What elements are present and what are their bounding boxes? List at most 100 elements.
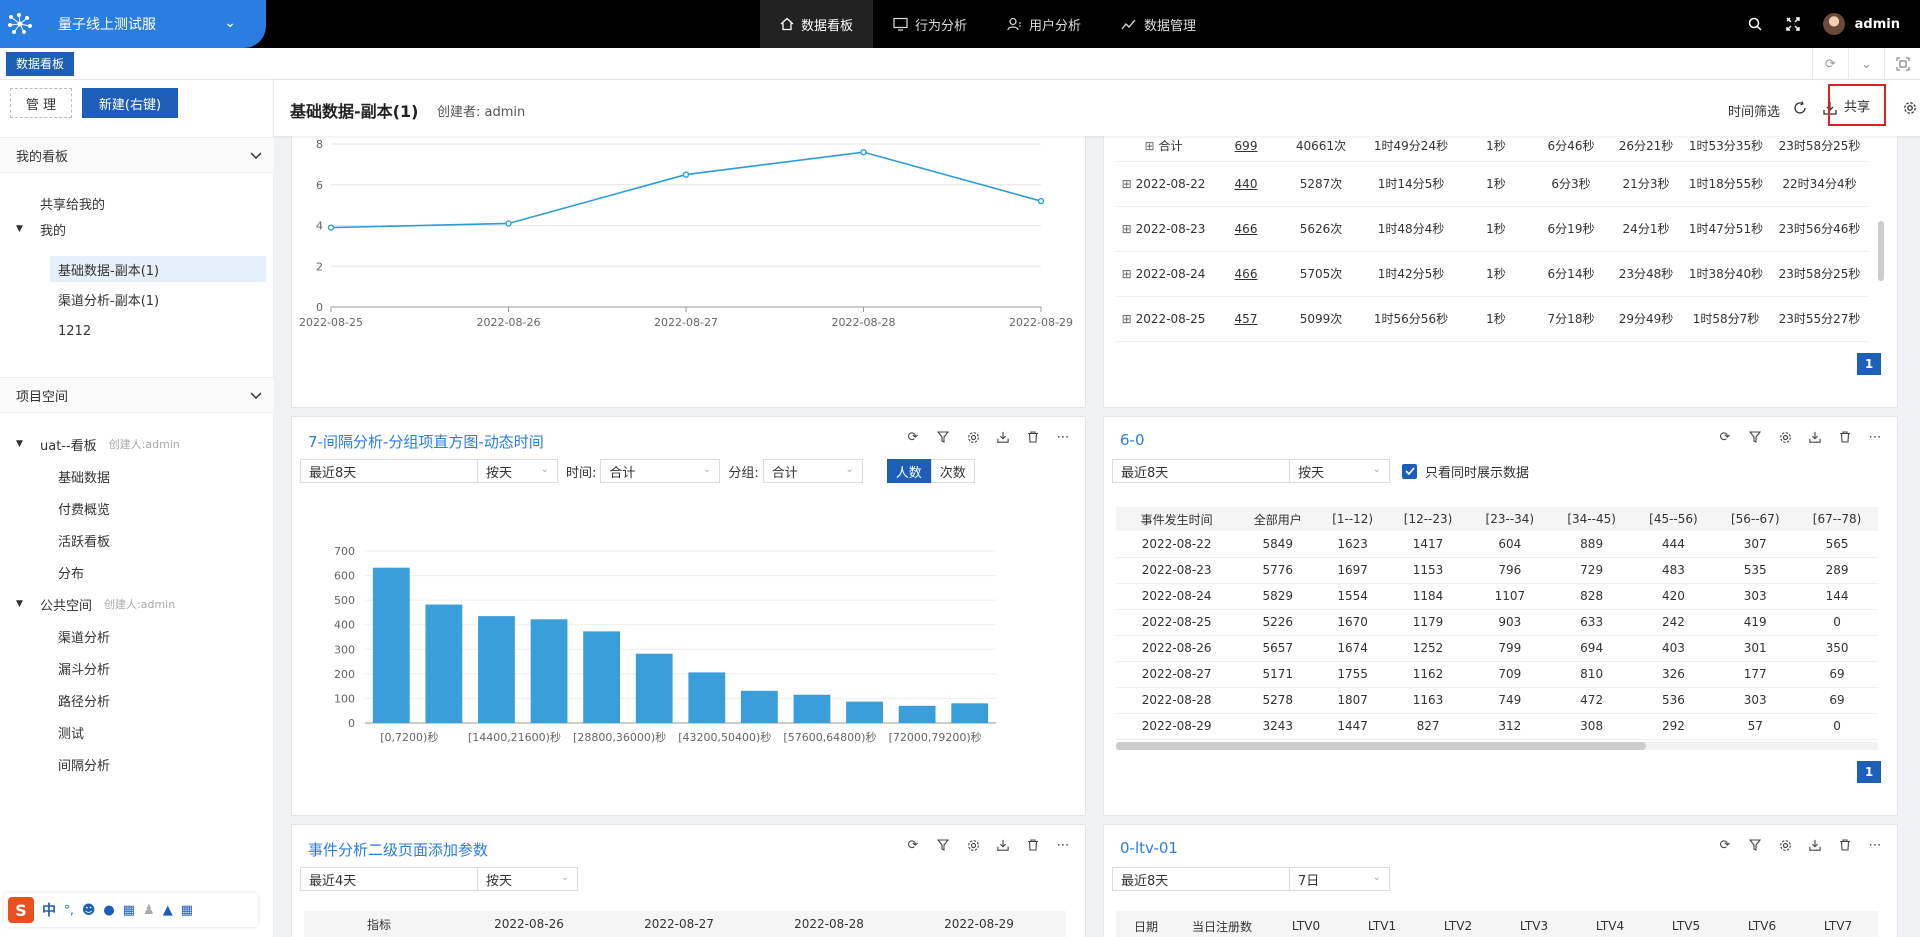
date-range-input[interactable]: 最近8天: [1112, 459, 1290, 483]
share-button[interactable]: 共享: [1828, 84, 1886, 126]
column-header[interactable]: [23--34): [1469, 507, 1551, 531]
expand-row-icon[interactable]: ⊞: [1122, 267, 1132, 281]
refresh-tab-button[interactable]: ⟳: [1812, 48, 1848, 80]
keyboard-icon[interactable]: ▦: [123, 903, 135, 918]
column-header[interactable]: LTV6: [1724, 919, 1800, 933]
tree-board-item[interactable]: 漏斗分析: [58, 655, 110, 681]
table-row[interactable]: 2022-08-24 5829 1554 1184 1107 828 420 303 144: [1116, 583, 1878, 609]
refresh-icon[interactable]: [1792, 100, 1808, 116]
gear-icon[interactable]: [1777, 837, 1793, 853]
pagination-page[interactable]: 1: [1857, 353, 1881, 375]
delete-icon[interactable]: [1837, 837, 1853, 853]
delete-icon[interactable]: [1025, 837, 1041, 853]
microphone-icon[interactable]: ●: [103, 903, 114, 918]
tree-board-item[interactable]: 渠道分析: [58, 623, 110, 649]
filter-icon[interactable]: [935, 837, 951, 853]
table-row[interactable]: 2022-08-29 3243 1447 827 312 308 292 57 0: [1116, 713, 1878, 739]
column-header[interactable]: LTV4: [1572, 919, 1648, 933]
column-header[interactable]: [1--12): [1318, 507, 1387, 531]
time-filter-button[interactable]: 时间筛选: [1728, 101, 1780, 120]
refresh-icon[interactable]: ⟳: [905, 837, 921, 853]
nav-users[interactable]: 用户分析: [987, 0, 1101, 48]
tree-board-item[interactable]: 基础数据: [58, 463, 110, 489]
card-title[interactable]: 事件分析二级页面添加参数: [308, 839, 488, 860]
table-row[interactable]: 2022-08-26 5657 1674 1252 799 694 403 301 350: [1116, 635, 1878, 661]
tree-board-item[interactable]: 分布: [58, 559, 84, 585]
tab-dashboard[interactable]: 数据看板: [6, 52, 74, 76]
punctuation-icon[interactable]: °,: [64, 903, 74, 917]
column-header[interactable]: LTV0: [1268, 919, 1344, 933]
date-range-input[interactable]: 最近4天: [300, 867, 478, 891]
column-header[interactable]: 2022-08-26: [454, 917, 604, 931]
user-icon[interactable]: ♟: [143, 903, 155, 918]
table-cell[interactable]: 440: [1211, 161, 1281, 206]
table-cell[interactable]: 457: [1211, 296, 1281, 341]
table-row[interactable]: 2022-08-28 5278 1807 1163 749 472 536 303 69: [1116, 687, 1878, 713]
granularity-select[interactable]: 按天 ⌄: [478, 867, 578, 891]
project-switcher[interactable]: 量子线上测试服 ⌄: [0, 0, 266, 48]
column-header[interactable]: 全部用户: [1237, 507, 1318, 531]
table-row[interactable]: ⊞ 2022-08-23 466 5626次 1时48分4秒 1秒 6分19秒 24分1秒 1时…: [1116, 206, 1868, 251]
search-icon[interactable]: [1747, 16, 1763, 32]
column-header[interactable]: [45--56): [1633, 507, 1715, 531]
project-space-header[interactable]: 项目空间: [0, 377, 274, 413]
horizontal-scrollbar[interactable]: [1116, 742, 1878, 750]
ime-mode[interactable]: 中: [42, 900, 56, 920]
refresh-icon[interactable]: ⟳: [1717, 429, 1733, 445]
tree-board-item[interactable]: 1212: [58, 318, 91, 344]
table-row[interactable]: ⊞ 2022-08-25 457 5099次 1时56分56秒 1秒 7分18秒 29分49秒…: [1116, 296, 1868, 341]
expand-row-icon[interactable]: ⊞: [1122, 222, 1132, 236]
tree-mine[interactable]: ▼ 我的: [16, 216, 266, 242]
fullscreen-icon[interactable]: [1785, 16, 1801, 32]
user-name[interactable]: admin: [1855, 17, 1900, 32]
gear-icon[interactable]: [1902, 100, 1918, 116]
table-row[interactable]: 2022-08-22 5849 1623 1417 604 889 444 307 565: [1116, 531, 1878, 557]
column-header[interactable]: 指标: [304, 916, 454, 933]
gear-icon[interactable]: [1777, 429, 1793, 445]
table-cell[interactable]: 466: [1211, 251, 1281, 296]
delete-icon[interactable]: [1837, 429, 1853, 445]
column-header[interactable]: 事件发生时间: [1116, 507, 1237, 531]
skin-icon[interactable]: ▲: [163, 903, 173, 918]
tree-board-item[interactable]: 间隔分析: [58, 751, 110, 777]
more-icon[interactable]: ⋯: [1055, 837, 1071, 853]
table-scrollbar[interactable]: [1878, 221, 1884, 281]
tree-shared-to-me[interactable]: 共享给我的: [40, 190, 105, 216]
emoji-icon[interactable]: ☻: [82, 903, 96, 918]
gear-icon[interactable]: [965, 837, 981, 853]
column-header[interactable]: LTV2: [1420, 919, 1496, 933]
table-row[interactable]: 2022-08-25 5226 1670 1179 903 633 242 419 0: [1116, 609, 1878, 635]
manage-button[interactable]: 管 理: [10, 88, 72, 118]
scrollbar-thumb[interactable]: [1116, 742, 1646, 750]
column-header[interactable]: [56--67): [1714, 507, 1796, 531]
table-row[interactable]: 2022-08-23 5776 1697 1153 796 729 483 535 289: [1116, 557, 1878, 583]
tab-menu-button[interactable]: ⌄: [1848, 48, 1884, 80]
column-header[interactable]: 当日注册数: [1176, 918, 1268, 935]
more-icon[interactable]: ⋯: [1867, 837, 1883, 853]
column-header[interactable]: LTV5: [1648, 919, 1724, 933]
column-header[interactable]: LTV7: [1800, 919, 1876, 933]
tree-board-item[interactable]: 路径分析: [58, 687, 110, 713]
column-header[interactable]: LTV1: [1344, 919, 1420, 933]
show-data-checkbox[interactable]: [1402, 464, 1417, 479]
nav-behavior[interactable]: 行为分析: [873, 0, 987, 48]
column-header[interactable]: [67--78): [1796, 507, 1878, 531]
table-row[interactable]: 2022-08-27 5171 1755 1162 709 810 326 177 69: [1116, 661, 1878, 687]
tree-board-item[interactable]: 基础数据-副本(1): [50, 256, 266, 282]
table-row[interactable]: ⊞ 2022-08-22 440 5287次 1时14分5秒 1秒 6分3秒 21分3秒 1时1…: [1116, 161, 1868, 206]
download-icon[interactable]: [1807, 429, 1823, 445]
expand-row-icon[interactable]: ⊞: [1144, 139, 1154, 153]
refresh-icon[interactable]: ⟳: [1717, 837, 1733, 853]
days-select[interactable]: 7日 ⌄: [1290, 867, 1390, 891]
ime-logo-icon[interactable]: S: [8, 897, 34, 923]
filter-icon[interactable]: [1747, 837, 1763, 853]
expand-row-icon[interactable]: ⊞: [1122, 312, 1132, 326]
tree-board-item[interactable]: 测试: [58, 719, 84, 745]
expand-row-icon[interactable]: ⊞: [1122, 177, 1132, 191]
toolbox-icon[interactable]: ▦: [181, 903, 193, 918]
tree-board-item[interactable]: 渠道分析-副本(1): [58, 286, 159, 312]
card-title[interactable]: 6-0: [1120, 431, 1145, 449]
column-header[interactable]: 2022-08-27: [604, 917, 754, 931]
column-header[interactable]: 日期: [1116, 918, 1176, 935]
filter-icon[interactable]: [1747, 429, 1763, 445]
